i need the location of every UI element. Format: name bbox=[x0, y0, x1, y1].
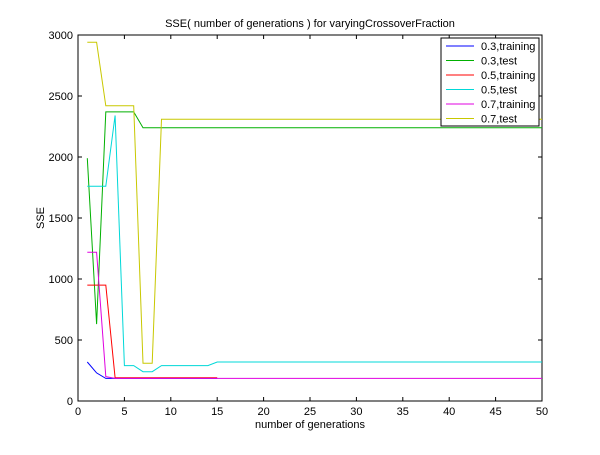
legend-label-4: 0.5,test bbox=[481, 85, 517, 97]
legend-box bbox=[440, 37, 540, 127]
x-tick-label: 10 bbox=[165, 406, 177, 418]
legend-label-1: 0.3,training bbox=[481, 41, 535, 53]
y-tick-label: 2000 bbox=[49, 152, 73, 164]
series-line-4 bbox=[87, 115, 542, 373]
legend-label-2: 0.3,test bbox=[481, 56, 517, 68]
y-tick-label: 500 bbox=[55, 335, 73, 347]
legend-label-3: 0.5,training bbox=[481, 70, 535, 82]
legend-items: 0.3,training 0.3,test 0.5,training 0.5,test… bbox=[446, 41, 535, 126]
y-tick-label: 1000 bbox=[49, 274, 73, 286]
chart-title: SSE( number of generations ) for varying… bbox=[165, 18, 455, 30]
series-line-5 bbox=[87, 251, 542, 379]
x-tick-label: 20 bbox=[257, 406, 269, 418]
legend-label-5: 0.7,training bbox=[481, 99, 535, 111]
series-line-6 bbox=[87, 41, 542, 364]
x-tick-label: 25 bbox=[304, 406, 316, 418]
x-tick-label: 50 bbox=[536, 406, 548, 418]
y-tick-label: 0 bbox=[67, 396, 73, 408]
series-layer bbox=[86, 41, 542, 379]
series-line-2 bbox=[86, 111, 542, 325]
x-tick-label: 15 bbox=[211, 406, 223, 418]
tick-layer: 0 5 10 15 20 25 30 35 40 45 5005001000150020002500… bbox=[49, 30, 549, 418]
x-tick-label: 30 bbox=[350, 406, 362, 418]
y-tick-label: 1500 bbox=[49, 213, 73, 225]
x-axis-label: number of generations bbox=[255, 419, 366, 431]
y-tick-label: 3000 bbox=[49, 30, 73, 42]
x-tick-label: 35 bbox=[397, 406, 409, 418]
series-line-3 bbox=[87, 284, 218, 379]
x-tick-label: 5 bbox=[121, 406, 127, 418]
x-tick-label: 40 bbox=[443, 406, 455, 418]
legend-label-6: 0.7,test bbox=[481, 114, 517, 126]
x-tick-label: 45 bbox=[489, 406, 501, 418]
y-axis-label: SSE bbox=[35, 207, 47, 229]
x-tick-label: 0 bbox=[75, 406, 81, 418]
y-tick-label: 2500 bbox=[49, 91, 73, 103]
legend: 0.3,training 0.3,test 0.5,training 0.5,test… bbox=[440, 37, 540, 127]
